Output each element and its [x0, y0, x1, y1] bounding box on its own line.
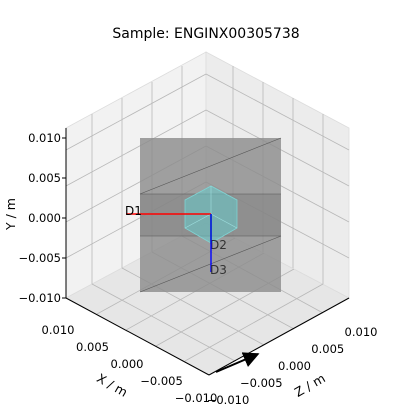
- x-tick-label: 0.005: [76, 340, 109, 354]
- y-tick-label: −0.005: [18, 251, 61, 265]
- z-tick-label: 0.005: [311, 342, 344, 356]
- z-axis-line: [208, 297, 350, 376]
- z-tick-label: 0.010: [345, 325, 378, 339]
- y-axis-label: Y / m: [3, 198, 18, 231]
- z-tick-label: −0.010: [207, 393, 250, 407]
- y-tick-labels: 0.010 0.005 0.000 −0.005 −0.010: [18, 131, 66, 305]
- chart-title: Sample: ENGINX00305738: [112, 26, 299, 42]
- x-tick-label: 0.010: [42, 323, 75, 337]
- beam-arrow: [215, 352, 260, 373]
- y-tick-label: 0.010: [28, 131, 61, 145]
- detector-label-d2: D2: [210, 238, 227, 252]
- z-tick-label: −0.005: [240, 376, 283, 390]
- z-axis-label: Z / m: [292, 370, 328, 399]
- z-tick-label: 0.000: [278, 359, 311, 373]
- x-tick-label: 0.000: [111, 357, 144, 371]
- detector-label-d1: D1: [125, 204, 142, 218]
- x-tick-label: −0.010: [175, 391, 218, 405]
- axis-lines: [65, 128, 350, 376]
- x-tick-label: −0.005: [140, 374, 183, 388]
- x-axis-line: [65, 297, 210, 376]
- x-axis-label: X / m: [94, 370, 130, 399]
- y-tick-label: 0.005: [28, 171, 61, 185]
- y-tick-label: 0.000: [28, 211, 61, 225]
- detector-lines: D1 D2 D3: [125, 204, 227, 277]
- detector-label-d3: D3: [210, 263, 227, 277]
- y-tick-label: −0.010: [18, 291, 61, 305]
